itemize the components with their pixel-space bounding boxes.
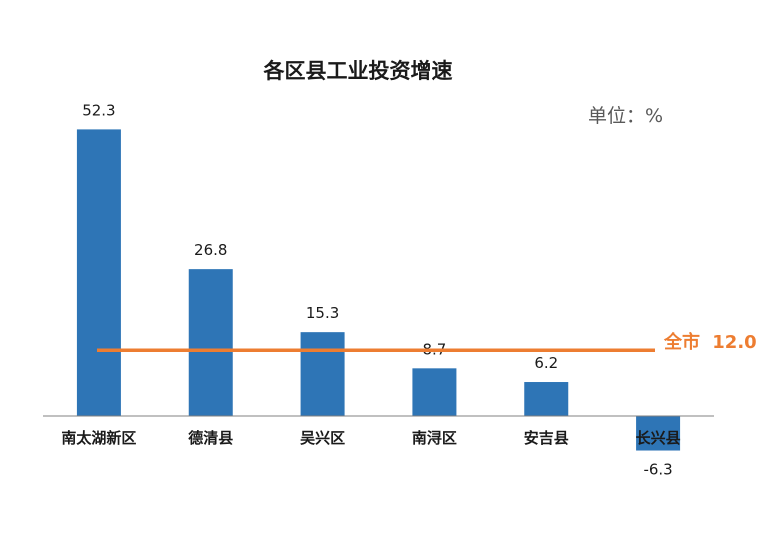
value-label-5: 6.2 bbox=[534, 354, 558, 372]
category-label-5: 安吉县 bbox=[524, 429, 569, 447]
bar-5 bbox=[524, 382, 569, 416]
value-label-3: 15.3 bbox=[306, 304, 339, 322]
bars-group bbox=[76, 129, 681, 451]
bar-4 bbox=[412, 368, 457, 416]
bar-2 bbox=[188, 269, 233, 416]
bar-1 bbox=[76, 129, 121, 416]
labels-group: 52.3南太湖新区26.8德清县15.3吴兴区8.7南浔区6.2安吉县-6.3长… bbox=[61, 101, 680, 478]
chart-title: 各区县工业投资增速 bbox=[263, 59, 453, 83]
category-label-6: 长兴县 bbox=[636, 429, 681, 447]
value-label-6: -6.3 bbox=[643, 461, 672, 479]
category-label-1: 南太湖新区 bbox=[61, 429, 136, 447]
category-label-2: 德清县 bbox=[188, 429, 233, 447]
category-label-4: 南浔区 bbox=[412, 429, 457, 447]
bar-3 bbox=[300, 332, 345, 416]
value-label-2: 26.8 bbox=[194, 241, 227, 259]
unit-label: 单位：% bbox=[588, 105, 663, 127]
reference-label-name: 全市 bbox=[663, 331, 700, 353]
reference-label-value: 12.0 bbox=[712, 332, 756, 353]
bar-6 bbox=[636, 416, 681, 451]
category-label-3: 吴兴区 bbox=[300, 429, 345, 447]
value-label-1: 52.3 bbox=[82, 101, 115, 119]
reference-label: 全市 12.0 bbox=[663, 331, 757, 353]
